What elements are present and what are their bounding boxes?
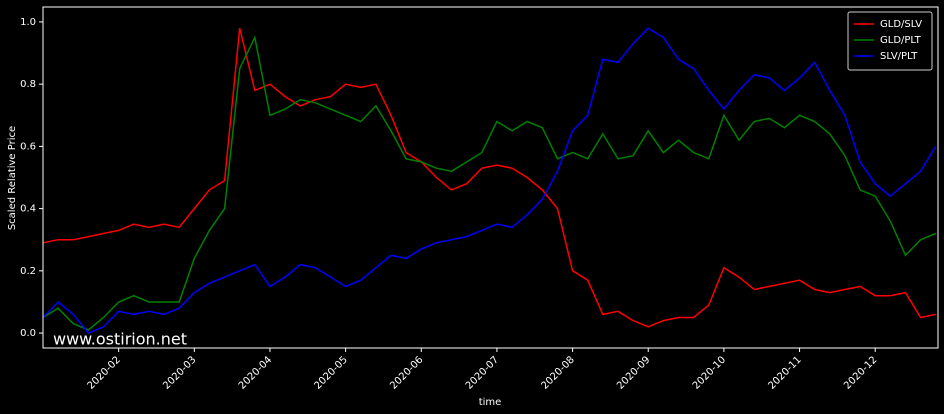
y-tick-label: 0.2 (20, 266, 36, 277)
y-tick-label: 0.8 (20, 79, 36, 90)
series-line (42, 27, 937, 335)
legend-label: SLV/PLT (880, 51, 918, 62)
watermark: www.ostirion.net (53, 330, 187, 349)
y-tick-label: 0.6 (20, 141, 36, 152)
y-tick-label: 1.0 (20, 17, 36, 28)
series-line (42, 35, 936, 331)
plot-frame (42, 6, 939, 349)
legend-label: GLD/PLT (880, 35, 922, 46)
legend-label: GLD/SLV (880, 19, 922, 30)
x-axis-label: time (479, 397, 502, 408)
y-tick-label: 0.4 (20, 204, 36, 215)
y-axis-label: Scaled Relative Price (7, 126, 18, 230)
series-line (42, 28, 936, 328)
y-tick-label: 0.0 (20, 328, 36, 339)
